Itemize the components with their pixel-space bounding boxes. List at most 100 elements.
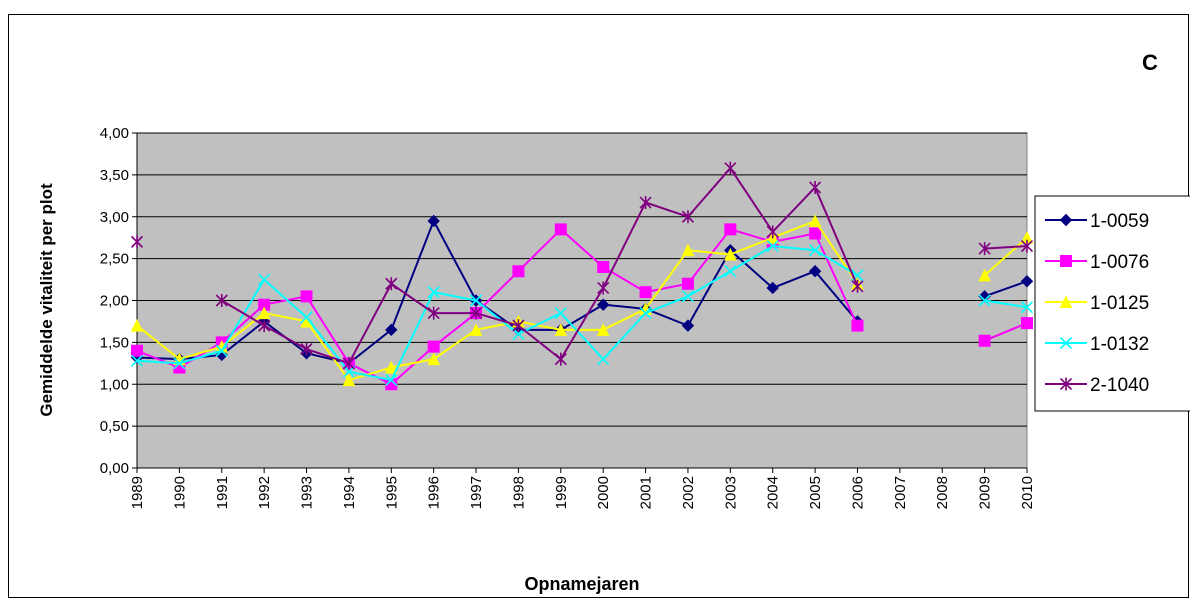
x-tick-label: 1999 [553, 476, 570, 509]
data-point [258, 319, 271, 333]
data-point [597, 353, 610, 366]
data-point [130, 319, 144, 332]
data-point [512, 265, 525, 278]
x-tick-label: 2000 [595, 476, 612, 509]
data-point [681, 243, 695, 257]
data-point [130, 235, 144, 249]
data-point [596, 298, 610, 311]
data-point [427, 306, 440, 320]
data-point [300, 342, 313, 356]
data-point [342, 356, 355, 370]
data-point [809, 180, 822, 194]
x-tick-label: 1992 [256, 476, 273, 509]
data-point [554, 352, 567, 366]
data-point [385, 323, 398, 337]
data-point [766, 281, 779, 295]
data-point [427, 340, 440, 353]
data-point [596, 323, 610, 336]
data-point [724, 265, 737, 278]
x-tick-label: 1994 [341, 476, 358, 509]
x-tick-label: 2006 [849, 476, 866, 509]
data-point [469, 306, 483, 320]
data-point [427, 352, 440, 366]
series-line [221, 166, 1028, 365]
x-tick-label: 2003 [722, 476, 739, 509]
x-tick-label: 2004 [765, 476, 782, 509]
data-point [766, 225, 779, 239]
data-point [808, 214, 822, 227]
x-tick-label: 2002 [680, 476, 697, 509]
x-tick-label: 1997 [468, 476, 485, 509]
data-point [1020, 301, 1034, 314]
y-tick-label: 1,00 [100, 376, 129, 393]
legend-marker [1059, 336, 1073, 350]
data-point [469, 294, 483, 307]
x-axis-title: Opnamejaren [524, 574, 639, 594]
data-point [639, 286, 652, 299]
data-point [469, 323, 483, 336]
legend-marker [1059, 295, 1073, 308]
x-tick-label: 1989 [129, 476, 146, 509]
data-point [258, 298, 271, 311]
data-point [681, 319, 695, 332]
x-tick-label: 2010 [1019, 476, 1036, 509]
y-tick-label: 2,50 [100, 251, 129, 268]
data-point [258, 273, 271, 286]
legend-label: 2-1040 [1090, 375, 1149, 396]
data-point [130, 354, 144, 367]
data-point [554, 323, 568, 336]
data-point [427, 286, 440, 299]
data-point [215, 344, 228, 357]
x-tick-label: 1996 [426, 476, 443, 509]
data-point [385, 373, 398, 387]
data-point [724, 247, 737, 261]
series-line [136, 227, 1028, 386]
legend-marker [1059, 377, 1073, 391]
data-point [724, 223, 737, 236]
data-point [257, 306, 271, 320]
data-point [131, 344, 143, 357]
data-point [1020, 275, 1034, 288]
data-point [766, 239, 779, 253]
x-tick-label: 1995 [383, 476, 400, 509]
y-tick-label: 0,00 [100, 460, 129, 477]
y-axis-title: Gemiddelde vitaliteit per plot [37, 183, 56, 417]
legend-label: 1-0125 [1090, 293, 1149, 314]
x-tick-label: 1998 [510, 476, 527, 509]
data-point [300, 290, 313, 303]
data-point [978, 268, 991, 282]
series-line [136, 245, 1028, 382]
series-line [136, 219, 1028, 382]
y-tick-label: 3,00 [100, 209, 129, 226]
legend-marker [1060, 255, 1072, 267]
data-point [173, 357, 186, 370]
series-line [136, 218, 1028, 365]
legend-label: 1-0076 [1090, 252, 1149, 273]
legend-label: 1-0059 [1090, 211, 1149, 232]
y-tick-label: 3,50 [100, 167, 129, 184]
data-point [385, 277, 398, 291]
data-point [978, 242, 991, 256]
data-point [639, 196, 652, 210]
x-tick-label: 2008 [934, 476, 951, 509]
data-point [554, 223, 567, 236]
corner-label: C [1142, 50, 1158, 75]
data-point [851, 279, 864, 293]
legend-box [1034, 195, 1190, 412]
y-tick-label: 4,00 [100, 125, 129, 142]
data-point [300, 311, 313, 324]
data-point [597, 261, 610, 273]
data-point [978, 334, 991, 347]
data-point [512, 319, 525, 333]
x-tick-label: 2005 [807, 476, 824, 509]
data-point [597, 281, 610, 295]
x-tick-label: 2001 [638, 476, 655, 509]
data-point [639, 306, 652, 320]
data-point [724, 161, 737, 175]
data-point [681, 210, 695, 224]
data-point [809, 244, 822, 257]
data-point [342, 373, 356, 387]
data-point [1021, 317, 1033, 330]
y-tick-label: 1,50 [100, 334, 129, 351]
data-point [809, 227, 822, 240]
